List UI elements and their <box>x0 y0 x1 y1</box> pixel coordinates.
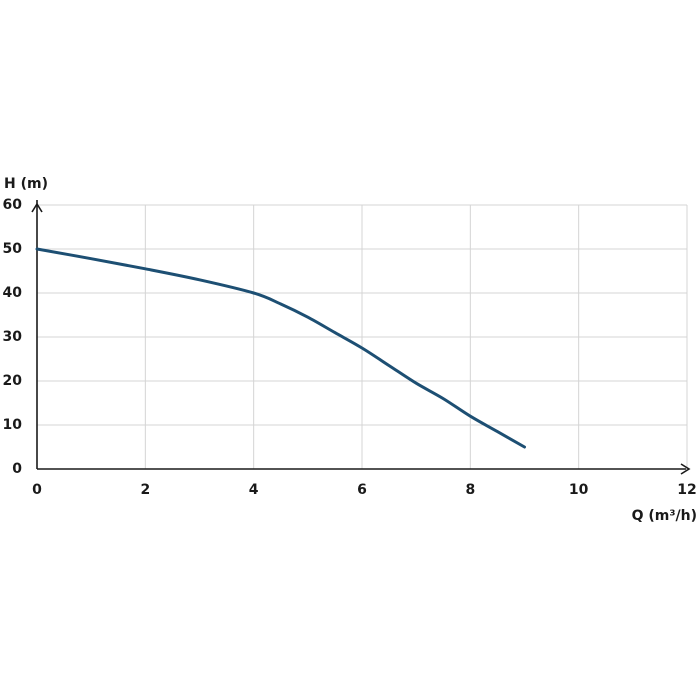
x-tick-label: 8 <box>465 482 475 498</box>
y-tick-label: 30 <box>3 329 23 345</box>
y-tick-label: 20 <box>3 373 23 389</box>
y-tick-label: 0 <box>12 461 22 477</box>
y-tick-label: 60 <box>3 197 23 213</box>
y-tick-label: 50 <box>3 241 23 257</box>
y-tick-label: 40 <box>3 285 23 301</box>
grid <box>36 204 688 470</box>
y-axis-arrow <box>31 202 43 213</box>
x-tick-label: 12 <box>677 482 696 498</box>
line <box>35 247 526 449</box>
y-tick-label: 10 <box>3 417 23 433</box>
axes <box>31 200 691 475</box>
y-axis-label: H (m) <box>4 176 48 192</box>
x-tick-label: 10 <box>569 482 589 498</box>
x-tick-label: 2 <box>140 482 150 498</box>
x-tick-label: 4 <box>249 482 259 498</box>
x-tick-label: 6 <box>357 482 367 498</box>
x-axis-arrow <box>680 463 691 475</box>
x-axis-label: Q (m³/h) <box>632 508 697 524</box>
x-tick-label: 0 <box>32 482 42 498</box>
